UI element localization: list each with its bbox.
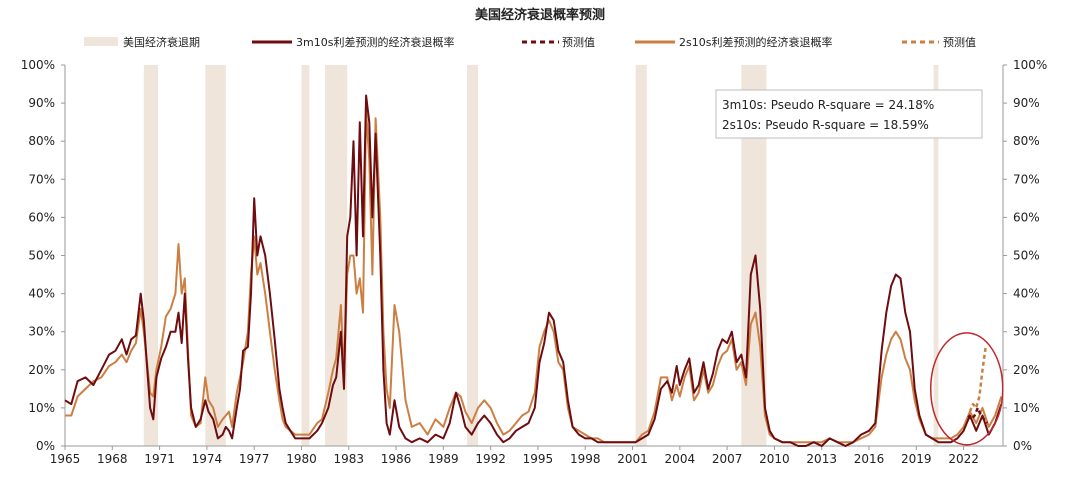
chart-title: 美国经济衰退概率预测 [475, 7, 605, 23]
x-tick-label-2004: 2004 [665, 452, 696, 466]
x-tick-label-1989: 1989 [428, 452, 459, 466]
x-tick-label-2016: 2016 [854, 452, 885, 466]
annotation-line-3m10s: 3m10s: Pseudo R-square = 24.18% [722, 98, 934, 112]
x-tick-label-1980: 1980 [286, 452, 317, 466]
y-tick-label-right-9: 90% [1013, 96, 1040, 110]
x-tick-label-2010: 2010 [759, 452, 790, 466]
x-tick-label-2013: 2013 [806, 452, 837, 466]
y-tick-label-left-2: 20% [28, 363, 55, 377]
x-tick-label-1983: 1983 [333, 452, 364, 466]
recession-band-4 [467, 65, 479, 446]
recession-band-7 [933, 65, 939, 446]
y-tick-label-left-9: 90% [28, 96, 55, 110]
y-tick-label-right-5: 50% [1013, 249, 1040, 263]
series-2s10s-forecast-line [968, 346, 987, 413]
y-tick-label-left-6: 60% [28, 210, 55, 224]
recession-band-1 [205, 65, 226, 446]
legend: 美国经济衰退期 3m10s利差预测的经济衰退概率 预测值 2s10s利差预测的经… [84, 35, 976, 49]
x-tick-label-1986: 1986 [381, 452, 412, 466]
legend-label-2s10s-forecast: 预测值 [943, 36, 976, 49]
x-tick-label-2022: 2022 [948, 452, 979, 466]
x-tick-label-1995: 1995 [523, 452, 554, 466]
x-tick-label-2019: 2019 [901, 452, 932, 466]
annotation-line-2s10s: 2s10s: Pseudo R-square = 18.59% [722, 118, 929, 132]
x-tick-label-1965: 1965 [50, 452, 81, 466]
recession-band-5 [635, 65, 647, 446]
y-tick-label-left-8: 80% [28, 134, 55, 148]
y-tick-label-right-0: 0% [1013, 439, 1032, 453]
x-tick-label-1998: 1998 [570, 452, 601, 466]
forecast-highlight-ellipse [929, 332, 1004, 446]
y-tick-label-left-4: 40% [28, 287, 55, 301]
y-tick-label-left-10: 100% [21, 58, 55, 72]
y-tick-label-left-3: 30% [28, 325, 55, 339]
y-tick-label-left-7: 70% [28, 172, 55, 186]
legend-label-3m10s: 3m10s利差预测的经济衰退概率 [296, 35, 454, 49]
x-tick-label-2007: 2007 [712, 452, 743, 466]
axes: 0% 10% 20% 30% 40% 50% 60% 70% 80% 90% 100% 0% 10% 20… [21, 58, 1048, 466]
y-tick-label-right-1: 10% [1013, 401, 1040, 415]
recession-band-0 [143, 65, 159, 446]
y-tick-label-left-5: 50% [28, 249, 55, 263]
y-tick-label-right-6: 60% [1013, 210, 1040, 224]
y-tick-label-right-7: 70% [1013, 172, 1040, 186]
x-tick-label-1968: 1968 [97, 452, 128, 466]
y-tick-label-right-8: 80% [1013, 134, 1040, 148]
legend-label-recession: 美国经济衰退期 [123, 35, 200, 49]
r-square-annotation: 3m10s: Pseudo R-square = 24.18% 2s10s: P… [715, 89, 983, 139]
recession-band-2 [301, 65, 310, 446]
x-tick-label-1974: 1974 [192, 452, 223, 466]
y-tick-label-right-3: 30% [1013, 325, 1040, 339]
y-tick-label-right-10: 100% [1013, 58, 1047, 72]
series-lines [64, 94, 1003, 447]
x-tick-label-1977: 1977 [239, 452, 270, 466]
x-tick-label-2001: 2001 [617, 452, 648, 466]
y-tick-label-left-0: 0% [36, 439, 55, 453]
legend-swatch-recession [84, 37, 118, 46]
legend-label-2s10s: 2s10s利差预测的经济衰退概率 [679, 35, 832, 49]
y-tick-label-left-1: 10% [28, 401, 55, 415]
annotation-box [715, 89, 983, 139]
x-tick-label-1971: 1971 [144, 452, 175, 466]
x-tick-label-1992: 1992 [475, 452, 506, 466]
series-3m10s-forecast-line [967, 406, 989, 424]
series-3m10s-line [64, 94, 1003, 447]
legend-label-3m10s-forecast: 预测值 [562, 36, 595, 49]
y-tick-label-right-4: 40% [1013, 287, 1040, 301]
y-tick-label-right-2: 20% [1013, 363, 1040, 377]
